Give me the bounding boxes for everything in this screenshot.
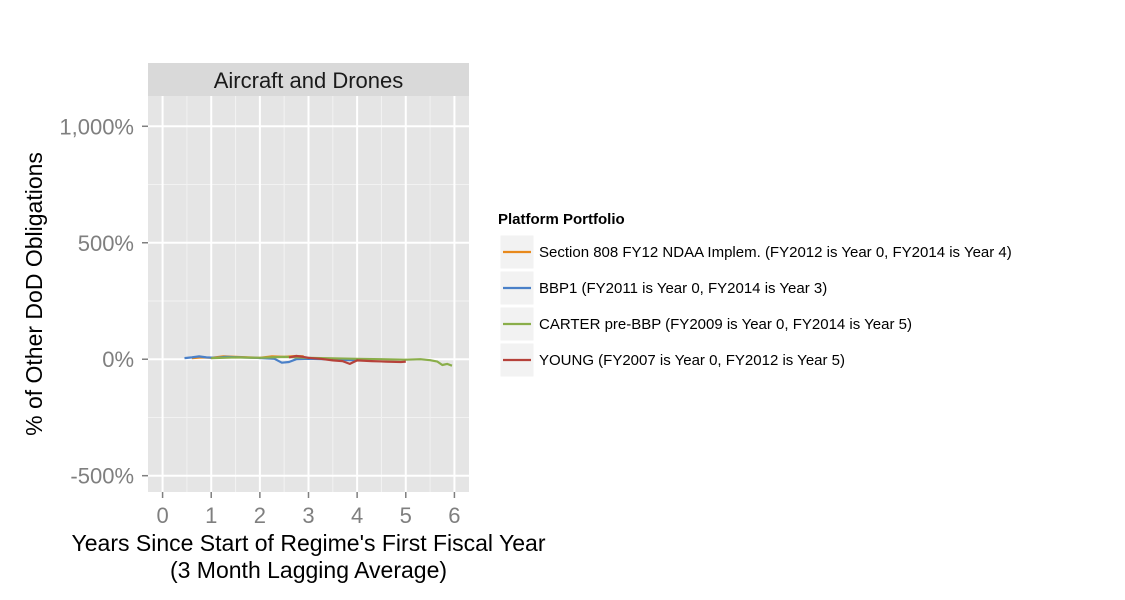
x-tick-label: 5 [400,503,412,528]
legend-title: Platform Portfolio [498,211,625,228]
legend-label-3: CARTER pre-BBP (FY2009 is Year 0, FY2014… [539,316,912,333]
x-tick-label: 4 [351,503,363,528]
legend-label-4: YOUNG (FY2007 is Year 0, FY2012 is Year … [539,352,845,369]
x-tick-label: 0 [156,503,168,528]
y-axis: -500% 0% 500% 1,000% [59,114,148,489]
y-axis-title: % of Other DoD Obligations [21,152,47,436]
series-lines [184,354,453,367]
y-tick-label: 500% [78,231,134,256]
x-axis-title-line1: Years Since Start of Regime's First Fisc… [72,530,546,556]
x-tick-label: 6 [448,503,460,528]
x-axis-title-line2: (3 Month Lagging Average) [170,557,447,583]
series-line-4 [288,354,406,365]
x-axis: 0 1 2 3 4 5 6 [156,492,461,528]
legend-label-2: BBP1 (FY2011 is Year 0, FY2014 is Year 3… [539,280,827,297]
x-tick-label: 2 [254,503,266,528]
legend: Platform Portfolio Section 808 FY12 NDAA… [498,211,1012,378]
facet-strip [148,63,469,96]
legend-label-1: Section 808 FY12 NDAA Implem. (FY2012 is… [539,244,1012,261]
x-tick-label: 3 [302,503,314,528]
facet-title: Aircraft and Drones [214,68,404,93]
y-tick-label: 1,000% [59,114,134,139]
y-tick-label: -500% [70,464,134,489]
y-tick-label: 0% [102,347,134,372]
series-line-3 [211,355,453,367]
x-tick-label: 1 [205,503,217,528]
